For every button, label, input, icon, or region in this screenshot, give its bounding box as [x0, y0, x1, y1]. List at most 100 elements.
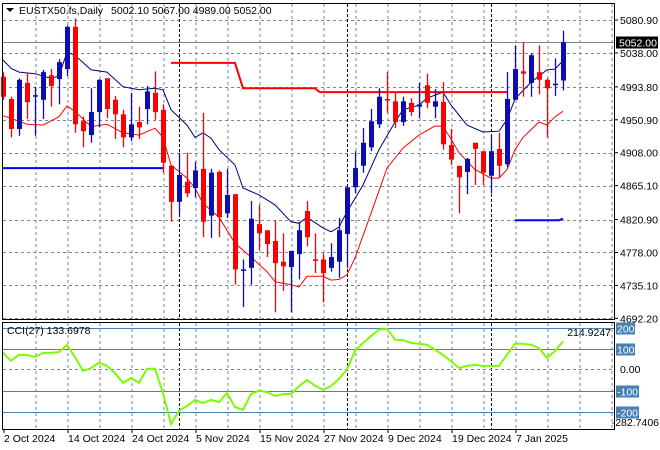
bear-candle [233, 194, 238, 270]
bull-candle [33, 95, 38, 97]
red-level-line [171, 61, 507, 94]
bear-candle [281, 261, 286, 267]
bear-candle [537, 72, 542, 80]
lower-envelope-line [2, 105, 564, 288]
bull-candle [377, 96, 382, 125]
bear-candle [1, 76, 6, 97]
bull-candle [369, 121, 374, 148]
bull-candle [417, 104, 422, 107]
price-tick-label: 5080.90 [620, 15, 658, 27]
cci-level-badge [616, 343, 635, 356]
price-tick-label: 4908.00 [620, 148, 658, 160]
cci-level-label: -200 [617, 408, 638, 420]
date-label: 27 Nov 2024 [324, 433, 384, 445]
bear-candle [121, 114, 126, 138]
bear-candle [257, 224, 262, 234]
cci-level-badge [616, 385, 639, 398]
bear-candle [441, 102, 446, 145]
symbol-title: EUSTX50.fs,Daily [19, 5, 104, 17]
bear-candle [457, 165, 462, 178]
bull-candle [337, 230, 342, 262]
bear-candle [73, 26, 78, 125]
price-tick-label: 4778.00 [620, 247, 658, 259]
bull-candle [89, 112, 94, 136]
bull-candle [329, 257, 334, 268]
bear-candle [473, 142, 478, 149]
bear-candle [545, 79, 550, 89]
bear-candle [393, 101, 398, 123]
bull-candle [465, 158, 470, 172]
cci-panel: 200 100 -100 -200 0.00 214.9247 -282.7406 [2, 322, 659, 429]
bull-candle [17, 79, 22, 129]
upper-envelope-line [2, 51, 564, 233]
bull-candle [553, 83, 558, 86]
ohlc-readout: 5002.10 5067.00 4989.00 5052.00 [111, 5, 272, 17]
date-label: 9 Dec 2024 [388, 433, 442, 445]
price-tick-label: 4735.10 [620, 280, 658, 292]
price-axis: 5080.90 5038.00 4993.80 4950.90 4908.00 4865.… [614, 15, 658, 325]
envelope-lines [2, 51, 564, 288]
bull-candle [209, 172, 214, 216]
main-panel-frame [2, 3, 615, 320]
bull-candle [345, 187, 350, 235]
bull-candle [145, 91, 150, 109]
bear-candle [105, 78, 110, 109]
current-price-label: 5052.00 [619, 38, 657, 50]
bull-candle [513, 69, 518, 100]
bear-candle [201, 168, 206, 222]
bull-candle [489, 151, 494, 176]
price-tick-label: 4950.90 [620, 115, 658, 127]
price-tick-label: 4865.10 [620, 181, 658, 193]
bull-candle [41, 72, 46, 100]
price-tick-label: 4993.80 [620, 82, 658, 94]
bull-candle [561, 42, 566, 81]
bull-candle [401, 101, 406, 123]
cci-min-label: -282.7406 [612, 417, 659, 429]
bear-candle [81, 121, 86, 132]
date-label: 2 Oct 2024 [4, 433, 56, 445]
bull-candle [529, 55, 534, 83]
cci-line [2, 327, 564, 427]
bull-candle [433, 101, 438, 107]
bear-candle [497, 148, 502, 166]
cci-level-label: -100 [617, 387, 638, 399]
bear-candle [385, 99, 390, 101]
bear-candle [449, 145, 454, 160]
bear-candle [137, 122, 142, 128]
bear-candle [49, 75, 54, 86]
date-label: 19 Dec 2024 [452, 433, 512, 445]
bear-candle [321, 259, 326, 274]
cci-label: CCI(27) 133.6978 [7, 325, 91, 337]
candles [1, 18, 566, 313]
bull-candle [241, 269, 246, 271]
bull-candle [361, 142, 366, 166]
bull-candle [65, 26, 70, 70]
cci-level-badge [616, 322, 635, 335]
date-label: 24 Oct 2024 [132, 433, 189, 445]
bull-candle [225, 194, 230, 214]
bear-candle [273, 240, 278, 264]
level-lines [3, 42, 614, 222]
bull-candle [57, 62, 62, 80]
bull-candle [193, 170, 198, 189]
bear-candle [185, 181, 190, 194]
bull-candle [249, 218, 254, 268]
bear-candle [305, 211, 310, 238]
bear-candle [153, 92, 158, 113]
bear-candle [113, 99, 118, 115]
cci-level-badge [616, 406, 639, 419]
bull-candle [297, 230, 302, 255]
price-tick-label: 5038.00 [620, 48, 658, 60]
cci-max-label: 214.9247 [567, 327, 611, 339]
cci-panel-frame [2, 322, 615, 430]
bull-candle [129, 124, 134, 138]
bull-candle [289, 250, 294, 268]
bull-candle [97, 79, 102, 113]
bear-candle [25, 82, 30, 103]
bear-candle [409, 102, 414, 113]
bear-candle [161, 109, 166, 163]
bear-candle [265, 230, 270, 245]
dropdown-triangle-icon[interactable] [6, 8, 14, 12]
bear-candle [481, 151, 486, 173]
